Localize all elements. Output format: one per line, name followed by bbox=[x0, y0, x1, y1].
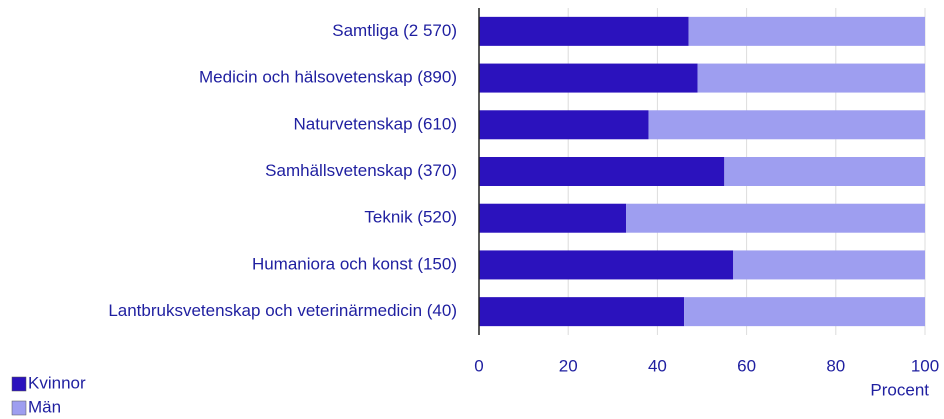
x-tick-label: 100 bbox=[911, 356, 939, 375]
bar-segment bbox=[724, 157, 925, 186]
x-tick-label: 20 bbox=[559, 356, 578, 375]
bar-segment bbox=[479, 250, 734, 280]
y-tick-label: Samhällsvetenskap (370) bbox=[265, 161, 457, 180]
bar-segment bbox=[479, 157, 725, 186]
y-tick-label: Samtliga (2 570) bbox=[332, 21, 457, 40]
bar-segment bbox=[688, 16, 925, 46]
y-tick-label: Medicin och hälsovetenskap (890) bbox=[199, 68, 457, 87]
x-tick-label: 80 bbox=[826, 356, 845, 375]
legend-swatch bbox=[11, 400, 27, 416]
y-tick-label: Teknik (520) bbox=[364, 208, 457, 227]
bar-segment bbox=[479, 63, 698, 93]
y-tick-label: Naturvetenskap (610) bbox=[294, 114, 457, 133]
x-axis-label: Procent bbox=[870, 380, 929, 399]
bar-segment bbox=[648, 110, 925, 140]
bar-segment bbox=[697, 63, 925, 93]
bar-segment bbox=[479, 297, 685, 327]
y-tick-label: Lantbruksvetenskap och veterinärmedicin … bbox=[108, 301, 457, 320]
bar-segment bbox=[626, 203, 925, 233]
bar-segment bbox=[479, 110, 649, 140]
y-tick-label: Humaniora och konst (150) bbox=[252, 254, 457, 273]
bar-segment bbox=[684, 297, 925, 327]
x-tick-label: 0 bbox=[474, 356, 483, 375]
bar-segment bbox=[733, 250, 925, 280]
x-tick-label: 40 bbox=[648, 356, 667, 375]
legend-label: Kvinnor bbox=[28, 373, 86, 392]
legend-label: Män bbox=[28, 397, 61, 416]
legend-swatch bbox=[11, 376, 27, 392]
bar-segment bbox=[479, 203, 627, 233]
bar-segment bbox=[479, 16, 689, 46]
x-tick-label: 60 bbox=[737, 356, 756, 375]
